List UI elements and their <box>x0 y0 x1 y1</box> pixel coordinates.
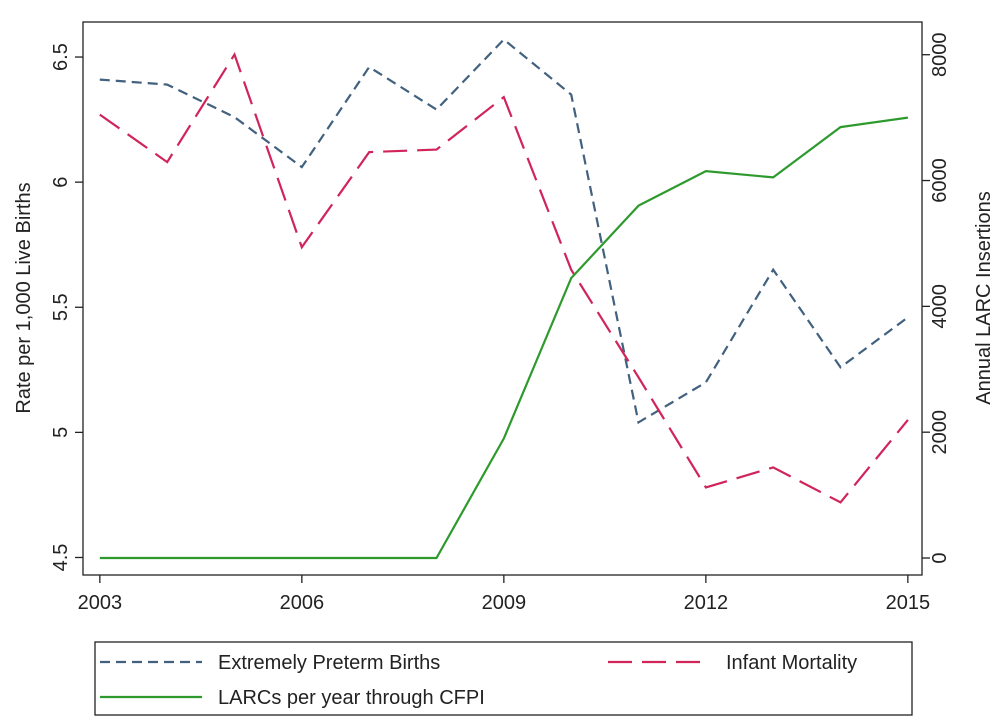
series-line <box>99 116 909 560</box>
series-line <box>99 51 909 504</box>
y-tick-label: 6.5 <box>50 43 72 71</box>
y-tick-label: 5 <box>50 427 72 438</box>
y-tick-label: 4.5 <box>50 544 72 572</box>
y-axis-title: Rate per 1,000 Live Births <box>13 182 35 413</box>
y2-tick-label: 6000 <box>929 158 951 203</box>
x-tick-label: 2009 <box>482 592 527 614</box>
plot-frame <box>82 21 923 576</box>
x-tick-label: 2012 <box>684 592 729 614</box>
x-tick-label: 2006 <box>280 592 325 614</box>
y2-axis-title: Annual LARC Insertions <box>973 191 995 404</box>
y-tick-label: 6 <box>50 177 72 188</box>
legend-box <box>94 641 913 716</box>
series-line <box>99 38 909 425</box>
y2-tick-label: 8000 <box>929 32 951 77</box>
x-tick-label: 2015 <box>886 592 931 614</box>
y2-tick-label: 4000 <box>929 284 951 329</box>
y-tick-label: 5.5 <box>50 293 72 321</box>
legend-label: Extremely Preterm Births <box>218 652 440 674</box>
y2-tick-label: 0 <box>929 552 951 563</box>
legend-label: LARCs per year through CFPI <box>218 687 485 709</box>
legend-label: Infant Mortality <box>726 652 857 674</box>
y2-tick-label: 2000 <box>929 410 951 455</box>
x-tick-label: 2003 <box>78 592 123 614</box>
